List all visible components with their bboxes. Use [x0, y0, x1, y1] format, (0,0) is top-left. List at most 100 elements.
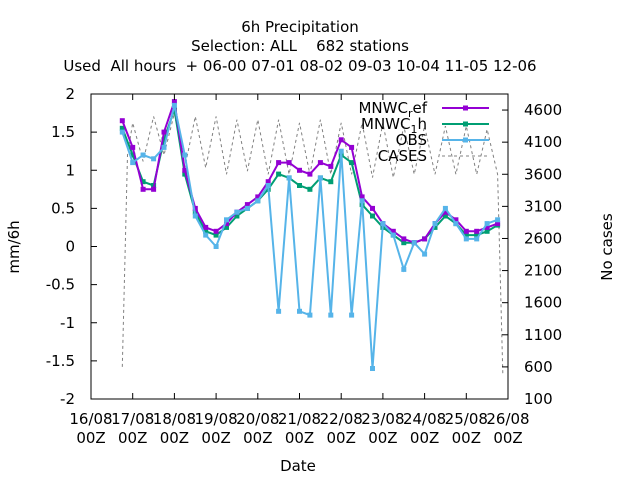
series-obs-point: [359, 198, 365, 204]
y-tick-label: -1.5: [46, 352, 75, 370]
series-mnwc-ref-point: [328, 163, 334, 169]
y2-tick-label: 600: [524, 358, 553, 376]
series-obs-point: [244, 205, 250, 211]
legend-label: OBS: [396, 131, 427, 149]
x-tick-label-date: 25/08: [445, 410, 488, 428]
x-tick-label-date: 16/08: [69, 410, 112, 428]
series-obs-point: [234, 209, 240, 215]
series-mnwc-1h-point: [370, 213, 375, 219]
series-obs-point: [224, 217, 229, 223]
series-mnwc-ref-point: [359, 194, 365, 200]
series-mnwc-1h-point: [234, 213, 240, 219]
series-mnwc-ref-point: [297, 167, 302, 173]
series-mnwc-1h-point: [203, 228, 209, 234]
x-tick-label-date: 19/08: [194, 410, 237, 428]
x-tick-label-hour: 00Z: [368, 429, 397, 447]
series-mnwc-1h-point: [484, 228, 490, 234]
series-obs-point: [317, 175, 323, 181]
series-obs-point: [161, 144, 167, 150]
series-obs-point: [401, 266, 407, 272]
series-mnwc-ref-point: [130, 144, 136, 150]
title-line-1: 6h Precipitation: [241, 18, 359, 36]
y-tick-label: 0: [65, 238, 75, 256]
series-mnwc-ref-point: [390, 228, 396, 234]
series-obs-point: [474, 236, 480, 242]
legend-swatch-marker: [463, 121, 468, 127]
axis-ticks: 16/0800Z17/0800Z18/0800Z19/0800Z20/0800Z…: [46, 85, 562, 447]
x-tick-label-date: 22/08: [320, 410, 363, 428]
series-obs-point: [495, 217, 501, 223]
y2-tick-label: 2600: [524, 229, 562, 247]
series-mnwc-ref-point: [224, 221, 229, 227]
series-mnwc-ref-point: [401, 236, 407, 242]
series-obs-point: [192, 213, 198, 219]
y2-tick-label: 1600: [524, 294, 562, 312]
x-tick-label-date: 17/08: [111, 410, 154, 428]
series-obs-point: [453, 221, 459, 227]
series-obs-point: [328, 312, 334, 318]
y2-tick-label: 4600: [524, 101, 562, 119]
series-obs-point: [297, 308, 302, 314]
y-axis-label: mm/6h: [5, 220, 23, 273]
series-obs-point: [203, 232, 209, 238]
y-tick-label: 2: [65, 85, 75, 103]
x-tick-label-date: 20/08: [236, 410, 279, 428]
series-mnwc-ref-point: [161, 129, 167, 135]
x-tick-label-hour: 00Z: [118, 429, 147, 447]
series-mnwc-ref-point: [317, 160, 323, 166]
series-mnwc-1h-point: [276, 171, 282, 177]
title-line-2: Selection: ALL 682 stations: [191, 37, 409, 55]
series-mnwc-ref-point: [276, 160, 282, 166]
series-mnwc-ref-point: [338, 137, 344, 143]
series-obs-point: [411, 240, 417, 246]
series-mnwc-ref-point: [484, 224, 490, 230]
series-obs-point: [422, 251, 428, 257]
series-mnwc-ref-point: [286, 160, 292, 166]
y2-tick-label: 100: [524, 390, 553, 408]
series-obs-point: [442, 205, 448, 211]
x-tick-label-hour: 00Z: [160, 429, 189, 447]
y2-tick-label: 2100: [524, 262, 562, 280]
x-tick-label-hour: 00Z: [493, 429, 522, 447]
x-tick-label-hour: 00Z: [201, 429, 230, 447]
series-mnwc-1h-point: [442, 213, 448, 219]
legend-swatch-marker: [463, 137, 468, 143]
series-obs-point: [276, 308, 282, 314]
series-mnwc-ref-point: [171, 99, 177, 105]
series-obs-point: [432, 221, 438, 227]
series-mnwc-1h-point: [119, 125, 125, 131]
series-mnwc-ref-point: [495, 221, 501, 227]
legend-item: OBS: [396, 131, 489, 149]
series-mnwc-ref-point: [265, 179, 271, 185]
series-obs-point: [463, 236, 469, 242]
series-mnwc-1h-point: [401, 240, 407, 246]
y2-tick-label: 3600: [524, 165, 562, 183]
series-obs-point: [130, 160, 136, 166]
series-mnwc-ref-point: [244, 202, 250, 208]
x-tick-label-hour: 00Z: [76, 429, 105, 447]
series-obs-point: [265, 183, 271, 188]
series-mnwc-1h-point: [182, 171, 188, 177]
series-obs-point: [338, 148, 344, 154]
y2-axis-label: No cases: [598, 213, 616, 281]
series-obs-point: [171, 102, 177, 108]
plot-area: [90, 93, 509, 400]
series-mnwc-ref-point: [119, 118, 125, 124]
series-mnwc-1h-point: [161, 137, 167, 143]
series-obs-point: [349, 312, 355, 318]
series-obs-point: [380, 221, 386, 227]
x-tick-label-hour: 00Z: [285, 429, 314, 447]
y-tick-label: -2: [60, 390, 75, 408]
series-mnwc-ref-point: [474, 228, 480, 234]
x-tick-label-hour: 00Z: [452, 429, 481, 447]
series-mnwc-ref-point: [307, 171, 313, 177]
series-mnwc-1h-point: [328, 179, 334, 185]
series-mnwc-ref-point: [203, 224, 209, 230]
series-layer: [119, 99, 504, 374]
series-mnwc-ref-point: [151, 186, 157, 192]
series-obs-point: [255, 198, 261, 204]
x-tick-label-date: 21/08: [278, 410, 321, 428]
series-cases-line: [121, 113, 504, 374]
